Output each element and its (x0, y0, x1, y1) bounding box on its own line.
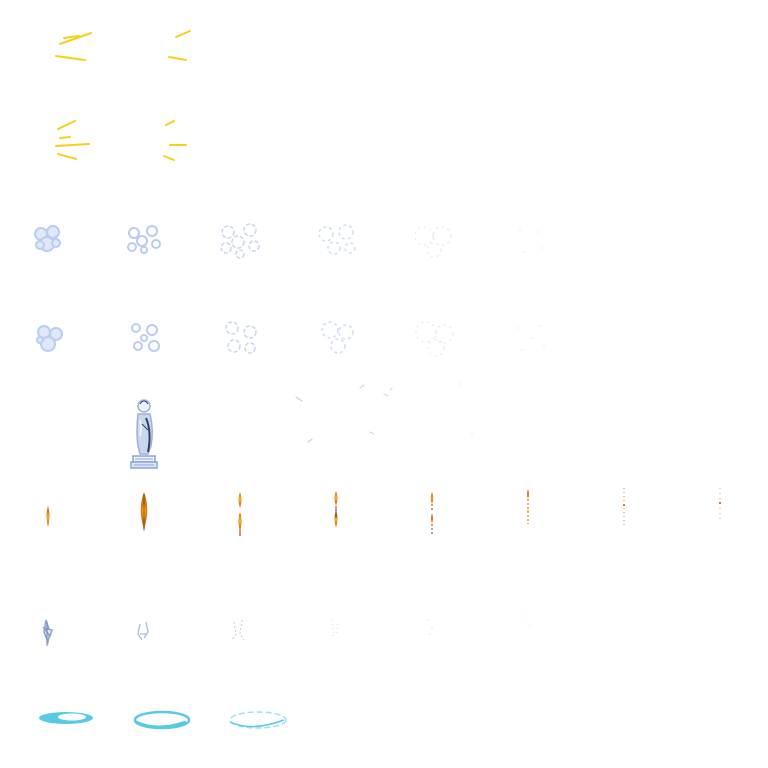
fire-flame-icon (334, 491, 338, 528)
smoke-puff-frame-10 (288, 288, 384, 384)
smoke-cloud-icon (321, 321, 354, 354)
ice-shard-frame-5 (384, 576, 480, 672)
flame-frame-3 (192, 480, 288, 576)
statue-dust-frame-4 (535, 384, 672, 480)
flame-frame-2 (96, 480, 192, 576)
statue-dust-frame-1 (288, 384, 384, 480)
dust-particle-icon (295, 396, 313, 443)
stone-statue-frame (96, 384, 192, 480)
smoke-puff-frame-6 (480, 192, 576, 288)
spark-burst-icon (55, 120, 90, 160)
smoke-cloud-icon (225, 321, 257, 354)
ice-shard-icon (231, 619, 245, 641)
ice-shard-icon (137, 621, 149, 641)
fire-flame-icon (140, 492, 148, 532)
flame-frame-1 (0, 480, 96, 576)
smoke-cloud-icon (34, 225, 61, 252)
fire-flame-icon (430, 492, 434, 534)
stone-statue-icon (130, 399, 158, 469)
ice-shard-frame-2 (96, 576, 192, 672)
dust-particle-icon (459, 383, 473, 435)
smoke-puff-frame-12 (480, 288, 576, 384)
smoke-cloud-icon (414, 226, 452, 258)
smoke-puff-frame-2 (96, 192, 192, 288)
smoke-puff-frame-5 (384, 192, 480, 288)
smoke-puff-frame-8 (96, 288, 192, 384)
dust-particle-icon (359, 384, 393, 435)
smoke-cloud-icon (318, 224, 356, 255)
ice-shard-frame-3 (192, 576, 288, 672)
ice-shard-icon (427, 619, 433, 635)
smoke-puff-frame-1 (0, 192, 96, 288)
smoke-cloud-icon (36, 325, 63, 352)
fire-flame-icon (527, 489, 529, 524)
water-ripple-frame-1 (0, 672, 96, 768)
smoke-cloud-icon (220, 223, 260, 259)
statue-dust-frame-3 (459, 383, 576, 480)
smoke-puff-frame-3 (192, 192, 288, 288)
spark-burst-frame-2 (96, 0, 192, 96)
spark-burst-icon (55, 32, 92, 61)
water-ripple-frame-2 (96, 672, 192, 768)
ice-shard-frame-6 (480, 576, 576, 672)
water-ripple-icon (133, 710, 191, 730)
smoke-cloud-icon (519, 229, 543, 253)
spark-burst-icon (168, 30, 191, 61)
ice-shard-icon (42, 619, 53, 646)
water-ripple-frame-3 (192, 672, 288, 768)
flame-frame-6 (480, 480, 576, 576)
smoke-cloud-icon (415, 321, 454, 357)
flame-frame-7 (576, 480, 672, 576)
spark-burst-icon (163, 120, 187, 161)
fire-flame-icon (623, 488, 625, 526)
water-ripple-icon (229, 711, 287, 729)
fire-flame-icon (46, 506, 50, 527)
ice-shard-frame-4 (288, 576, 384, 672)
smoke-cloud-icon (131, 323, 160, 352)
smoke-puff-frame-4 (288, 192, 384, 288)
statue-dust-frame-2 (359, 384, 480, 480)
smoke-cloud-icon (127, 225, 161, 254)
fire-flame-icon (238, 492, 242, 536)
dust-particle-icon (535, 399, 537, 401)
smoke-puff-frame-11 (384, 288, 480, 384)
ice-shard-frame-1 (0, 576, 96, 672)
spark-burst-frame-4 (96, 96, 192, 192)
water-ripple-icon (39, 712, 93, 724)
spark-burst-frame-1 (0, 0, 96, 96)
ice-shard-icon (521, 615, 531, 627)
smoke-cloud-icon (517, 325, 545, 351)
smoke-puff-frame-7 (0, 288, 96, 384)
flame-frame-8 (672, 480, 768, 576)
spark-burst-frame-3 (0, 96, 96, 192)
ice-shard-icon (329, 619, 339, 639)
flame-frame-5 (384, 480, 480, 576)
fire-flame-icon (719, 488, 721, 520)
smoke-puff-frame-9 (192, 288, 288, 384)
flame-frame-4 (288, 480, 384, 576)
